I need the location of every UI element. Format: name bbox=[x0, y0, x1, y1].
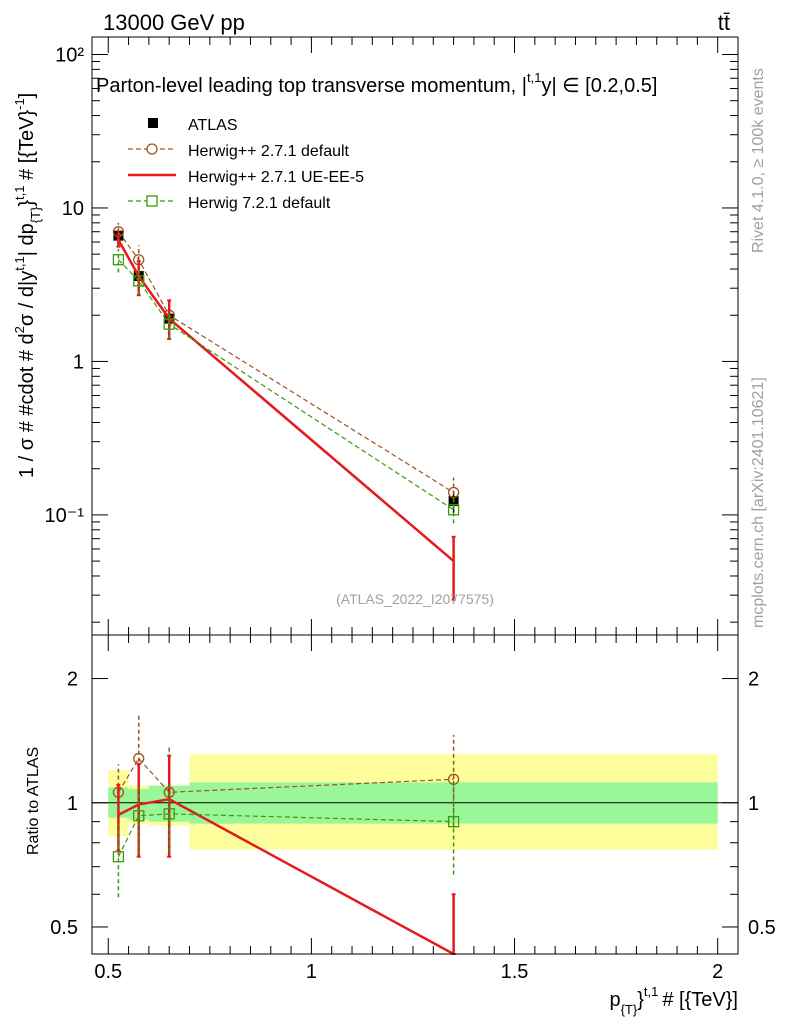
series-line bbox=[117, 797, 455, 956]
main-axis-ticks: 10² 10 1 10⁻¹ bbox=[45, 37, 738, 635]
series-herwig-2-7-1-ue-ee-5 bbox=[116, 754, 456, 956]
series-line bbox=[117, 231, 454, 493]
square-marker bbox=[112, 851, 125, 863]
ratio-series-layer bbox=[112, 715, 460, 956]
ratio-y-tick-label-right: 2 bbox=[748, 669, 759, 691]
circle-marker bbox=[447, 486, 460, 499]
series-line bbox=[117, 757, 454, 793]
legend: ATLAS Herwig++ 2.7.1 default Herwig++ 2.7.… bbox=[128, 117, 364, 212]
ratio-y-tick-label-right: 0.5 bbox=[748, 917, 776, 939]
main-panel: 10² 10 1 10⁻¹ Parton-level leading top tran… bbox=[12, 36, 739, 636]
series-herwig-7-2-1-default bbox=[112, 780, 460, 898]
x-tick-label: 1.5 bbox=[501, 961, 529, 983]
ratio-ylabel: Ratio to ATLAS bbox=[25, 747, 42, 855]
ratio-y-tick-label: 0.5 bbox=[50, 917, 78, 939]
square-marker bbox=[133, 275, 145, 287]
series-herwig-2-7-1-default bbox=[112, 222, 460, 509]
ratio-uncertainty-bands bbox=[108, 754, 718, 850]
ratio-panel: 2 2 1 1 0.5 0.5 0.5 1 1.5 2 Ratio to ATLAS p{T}}t… bbox=[25, 634, 776, 1017]
circle-marker bbox=[447, 773, 460, 785]
square-marker bbox=[163, 808, 175, 820]
series-atlas bbox=[113, 230, 459, 513]
series-line bbox=[117, 239, 455, 563]
ratio-y-tick-label: 2 bbox=[67, 669, 78, 691]
square-marker bbox=[447, 815, 460, 828]
main-ylabel: 1 / σ # #cdot # d2σ / d|yt,1| dp{T}}t,1 … bbox=[12, 93, 43, 478]
legend-label: Herwig++ 2.7.1 default bbox=[188, 143, 350, 160]
square-marker bbox=[447, 504, 460, 516]
reference-label: (ATLAS_2022_I2077575) bbox=[336, 591, 494, 607]
series-herwig-7-2-1-default bbox=[112, 249, 460, 524]
series-line bbox=[117, 813, 454, 857]
chart-title: Parton-level leading top transverse mome… bbox=[96, 70, 657, 97]
y-tick-label: 10² bbox=[55, 44, 84, 66]
y-tick-label: 10⁻¹ bbox=[45, 505, 85, 527]
y-tick-label: 10 bbox=[62, 198, 84, 220]
x-axis-label: p{T}}t,1 # [{TeV}] bbox=[609, 984, 738, 1017]
ratio-frame bbox=[91, 634, 739, 955]
legend-label: ATLAS bbox=[188, 117, 238, 134]
ratio-y-tick-label: 1 bbox=[67, 793, 78, 815]
x-tick-label: 0.5 bbox=[94, 961, 122, 983]
series-line bbox=[117, 259, 454, 511]
process-label: tt̄ bbox=[718, 10, 730, 35]
legend-label: Herwig 7.2.1 default bbox=[188, 195, 331, 212]
x-tick-label: 2 bbox=[712, 961, 723, 983]
main-series-layer bbox=[112, 222, 460, 601]
rivet-watermark: Rivet 4.1.0, ≥ 100k events bbox=[750, 68, 767, 253]
legend-marker bbox=[146, 143, 158, 155]
square-marker bbox=[163, 318, 175, 330]
x-tick-label: 1 bbox=[306, 961, 317, 983]
legend-marker bbox=[146, 195, 158, 207]
y-tick-label: 1 bbox=[73, 351, 84, 373]
square-marker bbox=[133, 810, 145, 822]
ratio-y-tick-label-right: 1 bbox=[748, 793, 759, 815]
legend-label: Herwig++ 2.7.1 UE-EE-5 bbox=[188, 169, 364, 186]
square-marker bbox=[112, 254, 125, 266]
series-herwig-2-7-1-ue-ee-5 bbox=[116, 232, 456, 601]
legend-marker bbox=[148, 118, 158, 128]
energy-label: 13000 GeV pp bbox=[103, 10, 245, 35]
mcplots-watermark: mcplots.cern.ch [arXiv:2401.10621] bbox=[750, 377, 767, 628]
